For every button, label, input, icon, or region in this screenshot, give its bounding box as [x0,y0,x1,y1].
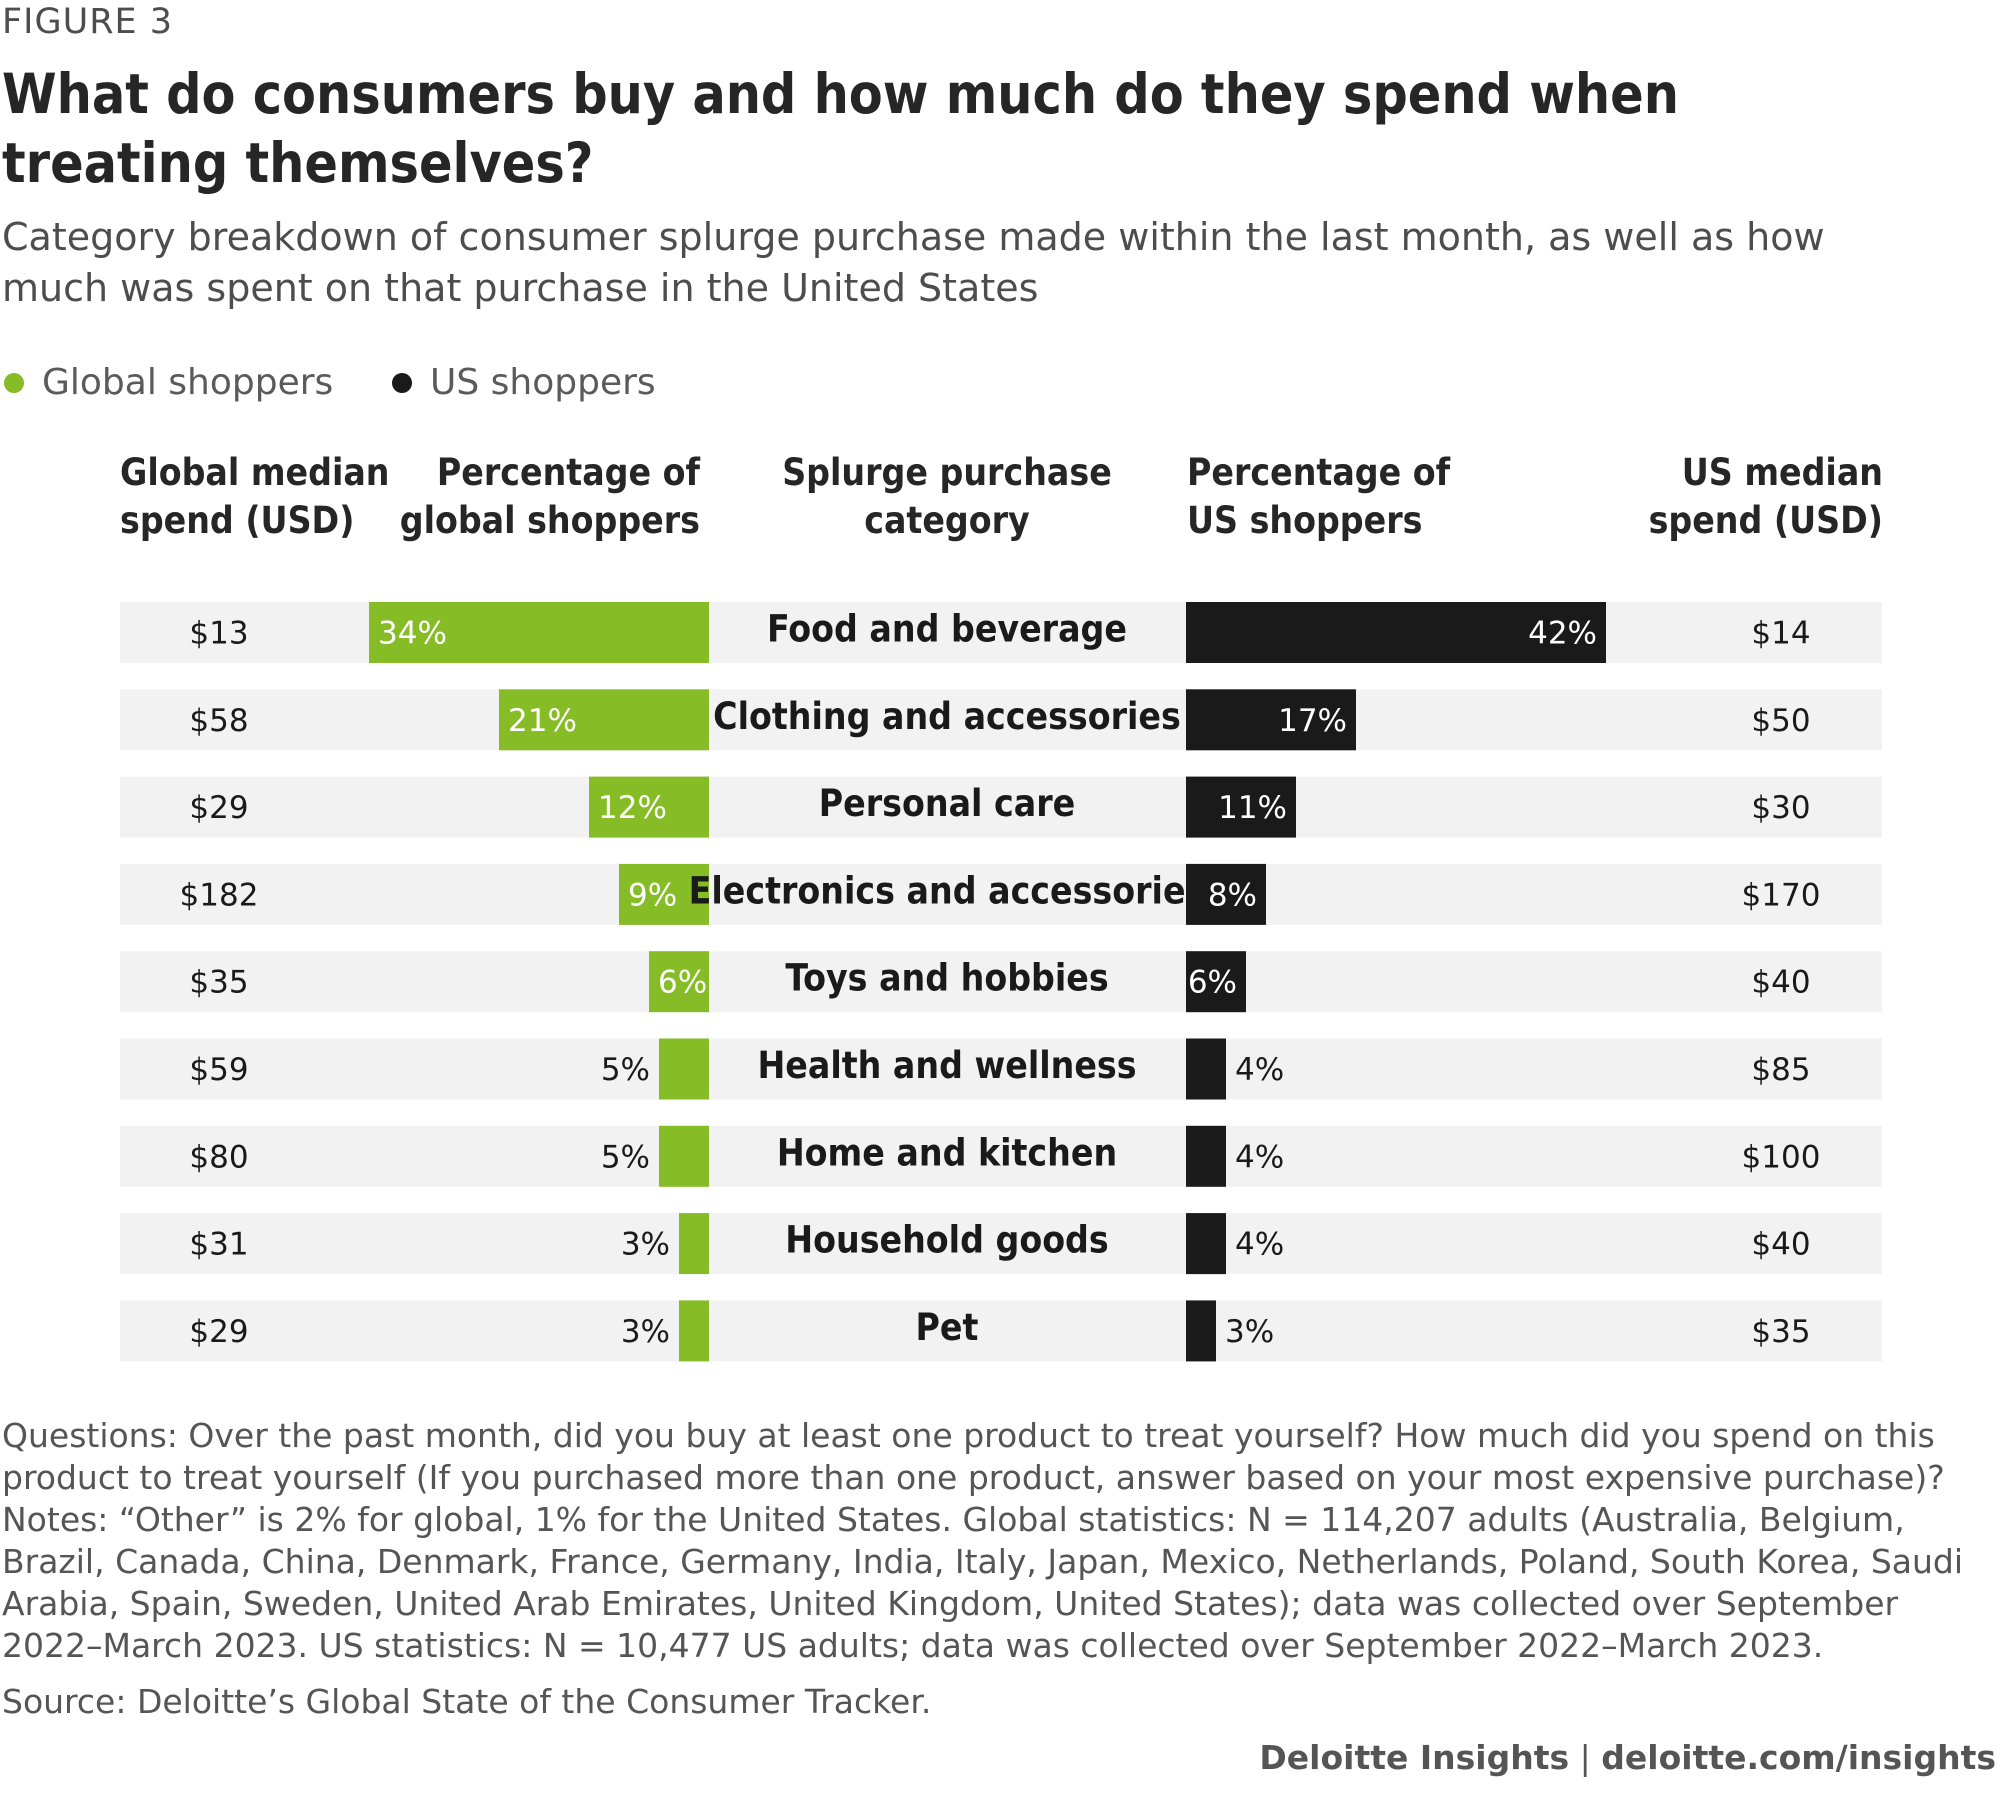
notes: Questions: Over the past month, did you … [2,1415,1992,1667]
global-bar [589,776,709,838]
legend-dot-us-icon [392,372,412,393]
global-median-spend: $13 [189,616,248,652]
legend-item-us: US shoppers [392,362,656,403]
questions-note: Questions: Over the past month, did you … [2,1416,1945,1497]
column-header-1-line-1: Global median [120,451,390,494]
column-header-4-line-2: US shoppers [1187,499,1422,542]
global-bar-label: 6% [658,965,707,1001]
column-header-1-line-2: spend (USD) [120,499,354,542]
global-median-spend: $80 [189,1139,248,1175]
chart-title: What do consumers buy and how much do th… [2,62,1679,195]
global-median-spend: $59 [189,1052,248,1088]
global-bar [619,863,709,925]
table-row-6 [120,1038,1882,1100]
category-label: Home and kitchen [777,1131,1117,1174]
us-bar-label: 4% [1235,1139,1284,1175]
column-header-3-line-1: Splurge purchase [782,451,1112,494]
global-bar [649,951,709,1013]
us-bar [1186,951,1246,1013]
us-median-spend: $100 [1742,1139,1821,1175]
footer-url: deloitte.com/insights [1601,1738,1996,1777]
category-label: Household goods [785,1219,1108,1262]
us-bar [1186,776,1296,838]
us-median-spend: $14 [1751,616,1810,652]
table-row-7 [120,1125,1882,1187]
us-median-spend: $85 [1751,1052,1810,1088]
us-median-spend: $170 [1742,877,1821,913]
global-bar-label: 5% [601,1139,650,1175]
global-bar [679,1213,709,1275]
table-row-8 [120,1213,1882,1275]
global-bar-label: 3% [621,1314,670,1350]
global-median-spend: $29 [189,1314,248,1350]
legend-dot-global-icon [4,372,24,393]
source-note: Source: Deloitte’s Global State of the C… [2,1682,932,1721]
column-header-2-line-2: global shoppers [400,499,700,542]
global-bar [679,1300,709,1362]
global-bar-label: 21% [508,703,577,739]
chart-subtitle: Category breakdown of consumer splurge p… [2,215,1825,310]
table-row-4 [120,863,1882,925]
global-bar-label: 34% [378,616,447,652]
global-bar [659,1125,709,1187]
us-median-spend: $35 [1751,1314,1810,1350]
column-header-5-line-2: spend (USD) [1649,499,1883,542]
global-bar [659,1038,709,1100]
us-median-spend: $40 [1751,1227,1810,1263]
us-bar-label: 3% [1225,1314,1274,1350]
column-header-2-line-1: Percentage of [437,451,701,494]
category-label: Clothing and accessories [713,695,1181,738]
us-bar [1186,1125,1226,1187]
category-label: Personal care [819,782,1075,825]
us-bar-label: 6% [1188,965,1237,1001]
us-bar [1186,1038,1226,1100]
legend-label-global: Global shoppers [42,362,334,403]
us-bar-label: 42% [1528,616,1597,652]
category-label: Food and beverage [767,608,1127,651]
global-bar-label: 9% [628,877,677,913]
category-label: Pet [916,1306,979,1349]
global-median-spend: $182 [180,877,259,913]
footer-credit: Deloitte Insights | deloitte.com/insight… [1259,1738,1996,1777]
table-row-9 [120,1300,1882,1362]
global-median-spend: $29 [189,790,248,826]
us-bar [1186,1213,1226,1275]
us-median-spend: $40 [1751,965,1810,1001]
category-label: Toys and hobbies [785,957,1108,1000]
us-bar [1186,863,1266,925]
category-label: Electronics and accessories [689,869,1206,912]
us-bar-label: 4% [1235,1052,1284,1088]
column-header-3-line-2: category [864,499,1030,542]
column-header-4-line-1: Percentage of [1187,451,1451,494]
table-row-5 [120,951,1882,1013]
column-header-5-line-1: US median [1682,451,1883,494]
us-bar-label: 17% [1278,703,1347,739]
us-median-spend: $30 [1751,790,1810,826]
us-bar [1186,1300,1216,1362]
global-median-spend: $31 [189,1227,248,1263]
global-median-spend: $35 [189,965,248,1001]
us-bar-label: 11% [1218,790,1287,826]
us-bar-label: 4% [1235,1227,1284,1263]
global-bar [499,689,709,751]
global-bar-label: 12% [598,790,667,826]
table-row-3 [120,776,1882,838]
us-bar [1186,602,1606,663]
legend-label-us: US shoppers [430,362,656,403]
global-bar-label: 3% [621,1227,670,1263]
global-bar [369,602,709,663]
global-median-spend: $58 [189,703,248,739]
us-bar-label: 8% [1208,877,1257,913]
footer-brand: Deloitte Insights [1259,1738,1570,1777]
us-median-spend: $50 [1751,703,1810,739]
legend-item-global: Global shoppers [4,362,333,403]
category-label: Health and wellness [757,1044,1136,1087]
table-row-2 [120,689,1882,751]
splurge-chart: Global median spend (USD) Percentage of glo… [120,451,1883,1362]
us-bar [1186,689,1356,751]
statistics-note: Notes: “Other” is 2% for global, 1% for … [2,1500,1964,1665]
figure-label: FIGURE 3 [2,2,174,42]
global-bar-label: 5% [601,1052,650,1088]
footer-separator: | [1579,1738,1591,1777]
